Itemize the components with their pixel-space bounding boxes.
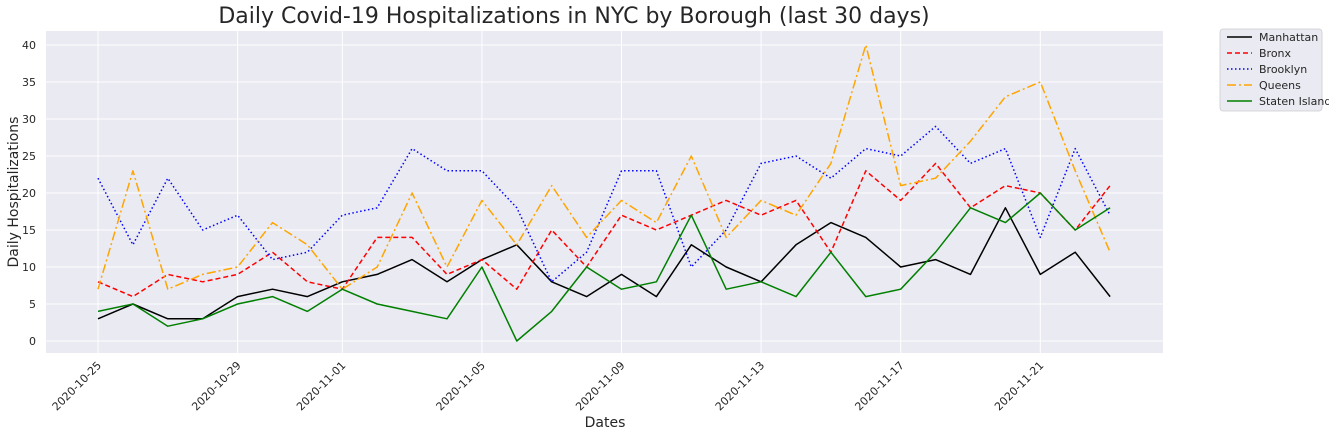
chart-title: Daily Covid-19 Hospitalizations in NYC b… [218, 4, 929, 29]
x-tick-label: 2020-11-21 [992, 359, 1046, 413]
legend-label: Queens [1259, 79, 1301, 92]
legend-label: Manhattan [1259, 31, 1318, 44]
x-tick-label: 2020-11-05 [434, 359, 488, 413]
series-line-bronx [97, 162, 1111, 298]
series-line-queens [97, 44, 1111, 290]
y-axis-ticks: 0 5 10 15 20 25 30 35 40 [22, 39, 36, 348]
series-line-manhattan [97, 207, 1111, 320]
legend: Manhattan Bronx Brooklyn Queens Staten Islan… [1219, 28, 1329, 112]
grid-lines [46, 31, 1163, 353]
series-line-staten-island [97, 192, 1111, 342]
y-tick-label: 20 [22, 187, 36, 200]
series-lines [97, 44, 1111, 342]
y-tick-label: 10 [22, 261, 36, 274]
x-tick-label: 2020-11-17 [852, 359, 906, 413]
x-tick-label: 2020-11-09 [573, 359, 627, 413]
y-tick-label: 35 [22, 76, 36, 89]
y-tick-label: 40 [22, 39, 36, 52]
x-tick-label: 2020-11-01 [294, 359, 348, 413]
x-tick-label: 2020-11-13 [713, 359, 767, 413]
legend-label: Bronx [1259, 47, 1292, 60]
legend-label: Staten Island [1259, 95, 1329, 108]
y-axis-label: Daily Hospitalizations [6, 117, 22, 268]
y-tick-label: 0 [29, 335, 36, 348]
y-tick-label: 30 [22, 113, 36, 126]
x-tick-label: 2020-10-25 [50, 359, 104, 413]
y-tick-label: 5 [29, 298, 36, 311]
series-line-brooklyn [97, 125, 1111, 283]
x-axis-label: Dates [585, 415, 626, 431]
y-tick-label: 15 [22, 224, 36, 237]
x-axis-ticks: 2020-10-25 2020-10-29 2020-11-01 2020-11-05… [50, 359, 1047, 413]
x-tick-label: 2020-10-29 [189, 359, 243, 413]
legend-label: Brooklyn [1259, 63, 1307, 76]
y-tick-label: 25 [22, 150, 36, 163]
legend-box [1219, 28, 1323, 112]
